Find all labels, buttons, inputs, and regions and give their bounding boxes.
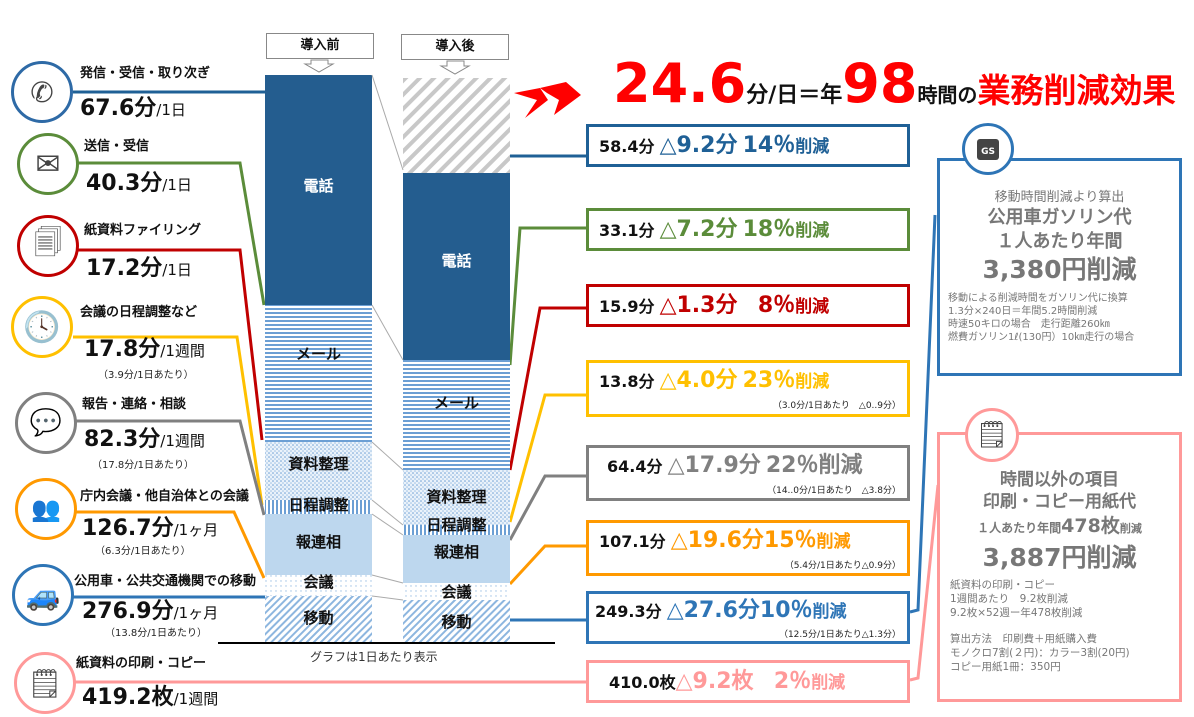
- note-icon: 🗒: [14, 652, 76, 714]
- item-title: 会議の日程調整など: [80, 305, 198, 320]
- meeting-icon: 👥: [15, 478, 77, 540]
- segment-label: 電話: [303, 177, 334, 195]
- item-title: 紙資料ファイリング: [84, 223, 202, 238]
- result-box: 15.9分 △1.3分 8％削減: [586, 284, 910, 327]
- chat-icon: 💬: [15, 392, 77, 454]
- result-box: 33.1分 △7.2分 18％削減: [586, 208, 910, 251]
- headline-hours: 98: [842, 52, 918, 115]
- gas-station-icon: GS: [962, 123, 1014, 175]
- headline-unit: 分/日＝年: [746, 83, 843, 108]
- segment-label: 日程調整: [288, 496, 349, 514]
- item-value: 276.9分/1ヶ月: [82, 599, 219, 624]
- paper-note: モノクロ7割(２円)：カラー3割(20円): [950, 647, 1130, 659]
- paper-note: 1週間あたり 9.2枚削減: [950, 593, 1068, 605]
- gas-subtitle: １人あたり年間: [996, 231, 1123, 252]
- gas-amount: 3,380円削減: [982, 255, 1137, 284]
- result-box: 13.8分 △4.0分 23％削減 （3.0分/1日あたり △0..9分）: [586, 360, 910, 417]
- segment-label: 会議: [303, 573, 334, 591]
- segment-label: 会議: [441, 583, 472, 601]
- documents-icon: 🗐: [17, 215, 79, 277]
- result-box: 64.4分 △17.9分 22％削減 （14..0分/1日あたり △3.8分）: [586, 445, 910, 501]
- gas-lead: 移動時間削減より算出: [994, 190, 1125, 205]
- item-note: （3.9分/1日あたり）: [98, 370, 194, 381]
- item-note: （13.8分/1日あたり）: [105, 628, 207, 639]
- paper-amount: 3,887円削減: [982, 543, 1137, 572]
- item-title: 送信・受信: [84, 139, 150, 154]
- paper-note: 紙資料の印刷・コピー: [950, 579, 1055, 591]
- paper-subtitle: 印刷・コピー用紙代: [983, 492, 1136, 512]
- paper-note: 算出方法 印刷費＋用紙購入費: [950, 633, 1097, 645]
- item-value: 419.2枚/1週間: [82, 685, 219, 710]
- paper-note: コピー用紙1冊：350円: [950, 661, 1061, 673]
- item-title: 公用車・公共交通機関での移動: [74, 574, 257, 589]
- gas-title: 公用車ガソリン代: [987, 207, 1132, 228]
- item-value: 126.7分/1ヶ月: [82, 516, 219, 541]
- item-title: 発信・受信・取り次ぎ: [80, 66, 211, 81]
- segment-label: メール: [433, 394, 479, 412]
- segment-label: 電話: [441, 252, 472, 270]
- phone-icon: ✆: [11, 61, 73, 123]
- item-title: 紙資料の印刷・コピー: [76, 656, 207, 671]
- paper-annual: １人あたり年間478枚削減: [977, 515, 1142, 537]
- bar-after: [403, 78, 510, 642]
- result-box: 58.4分 △9.2分 14％削減: [586, 124, 910, 167]
- result-box: 249.3分 △27.6分10％削減 （12.5分/1日あたり△1.3分）: [586, 591, 910, 644]
- result-box: 410.0枚△9.2枚 2％削減: [586, 660, 910, 703]
- gas-note: 時速50キロの場合 走行距離260㎞: [948, 319, 1110, 330]
- note-icon: 🗒: [965, 408, 1019, 462]
- paper-savings-box: 時間以外の項目 印刷・コピー用紙代 １人あたり年間478枚削減 3,887円削減…: [937, 432, 1182, 702]
- headline-unit2: 時間の: [917, 83, 978, 107]
- item-value: 67.6分/1日: [80, 96, 186, 121]
- before-header: 導入前: [266, 33, 374, 59]
- gas-note: 移動による削減時間をガソリン代に換算: [948, 293, 1128, 304]
- segment-label: 資料整理: [288, 455, 349, 473]
- car-icon: 🚙: [12, 564, 74, 626]
- gas-note: 1.3分×240日＝年間5.2時間削減: [948, 306, 1098, 317]
- chart-footnote: グラフは1日あたり表示: [310, 650, 438, 664]
- item-note: （17.8分/1日あたり）: [92, 460, 194, 471]
- bar-before: [265, 75, 372, 642]
- item-title: 庁内会議・他自治体との会議: [80, 489, 249, 504]
- item-note: （6.3分/1日あたり）: [95, 546, 191, 557]
- item-value: 82.3分/1週間: [84, 427, 205, 452]
- result-box: 107.1分 △19.6分15％削減 （5.4分/1日あたり△0.9分）: [586, 520, 910, 576]
- gasoline-savings-box: 移動時間削減より算出 公用車ガソリン代 １人あたり年間 3,380円削減 移動に…: [937, 158, 1182, 376]
- paper-note: 9.2枚×52週ー年478枚削減: [950, 607, 1083, 619]
- segment-label: メール: [295, 345, 341, 363]
- segment-label: 資料整理: [426, 488, 487, 506]
- item-title: 報告・連絡・相談: [82, 397, 187, 412]
- segment-label: 報連相: [433, 543, 479, 561]
- after-header: 導入後: [401, 34, 509, 60]
- item-value: 40.3分/1日: [86, 171, 192, 196]
- headline-tail: 業務削減効果: [977, 71, 1176, 110]
- paper-title: 時間以外の項目: [1000, 470, 1119, 490]
- segment-label: 日程調整: [426, 516, 487, 534]
- gas-note: 燃費ガソリン1ℓ(130円）10㎞走行の場合: [948, 332, 1135, 343]
- headline: 24.6分/日＝年98時間の業務削減効果: [613, 52, 1175, 115]
- clock-icon: 🕓: [11, 296, 73, 358]
- headline-minutes: 24.6: [613, 52, 747, 115]
- mail-icon: ✉: [17, 133, 79, 195]
- chevron-arrow-icon: [514, 82, 581, 118]
- segment-label: 報連相: [295, 533, 341, 551]
- item-value: 17.2分/1日: [86, 256, 192, 281]
- segment-label: 移動: [441, 613, 472, 631]
- item-value: 17.8分/1週間: [84, 337, 205, 362]
- segment-label: 移動: [303, 609, 334, 627]
